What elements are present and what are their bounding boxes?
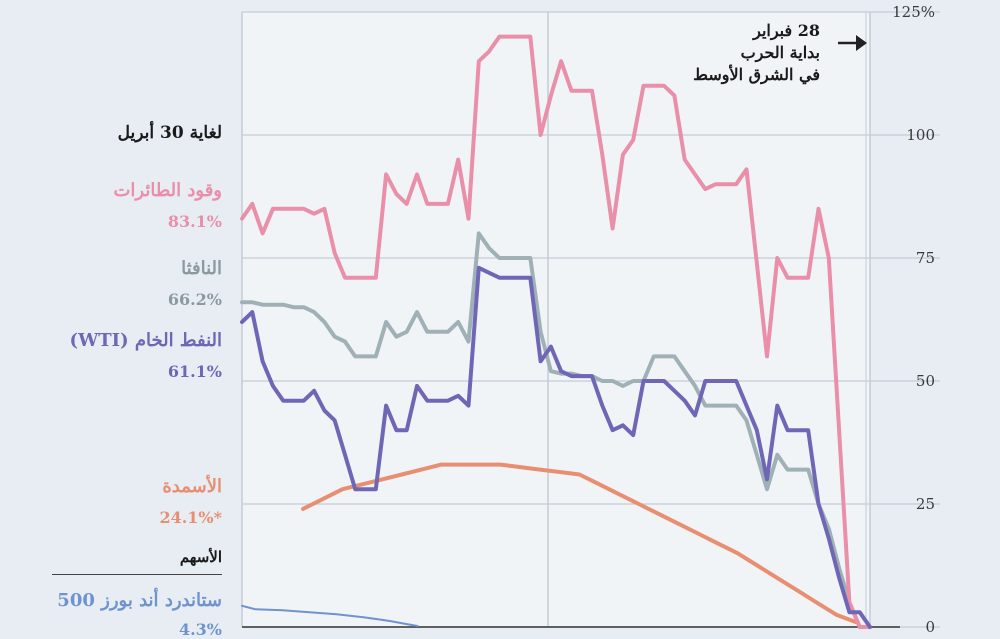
stocks-heading: الأسهم (179, 548, 222, 566)
as-of-label: لغاية 30 أبريل (117, 123, 222, 143)
y-tick-label: 0 (925, 618, 935, 635)
naphtha-line (240, 231, 872, 629)
y-tick-label: 125% (892, 3, 935, 21)
wti-crude-line (240, 265, 872, 629)
annotation-line-1: 28 فبراير (753, 21, 820, 40)
legend-fertilizer-value: 24.1%* (159, 508, 222, 527)
legend-naphtha-name: النافثا (181, 258, 222, 279)
legend-naphtha-value: 66.2% (167, 290, 222, 309)
y-tick-label: 75 (916, 249, 935, 267)
legend-jet-fuel-value: 83.1% (167, 212, 222, 231)
legend-sp500-name: ستاندرد أند بورز 500 (57, 590, 222, 611)
legend-sp500-value: 4.3% (178, 620, 222, 639)
jet-fuel-line (240, 34, 872, 629)
arrow-right-icon (838, 35, 867, 51)
annotation-line-2: بداية الحرب (740, 43, 820, 62)
y-tick-label: 25 (916, 495, 935, 513)
plot-area (242, 12, 870, 627)
y-tick-label: 50 (916, 372, 935, 390)
fertilizer-line (301, 462, 858, 625)
legend-jet-fuel-name: وقود الطائرات (113, 180, 222, 201)
legend-wti-name: النفط الخام (WTI) (69, 330, 222, 351)
legend-fertilizer-name: الأسمدة (162, 476, 222, 497)
legend-wti-value: 61.1% (167, 362, 222, 381)
y-tick-label: 100 (906, 126, 935, 144)
stocks-divider (52, 574, 222, 575)
sp500-line (241, 604, 419, 627)
war-start-annotation: 28 فبراير بداية الحرب في الشرق الأوسط (620, 20, 820, 86)
annotation-line-3: في الشرق الأوسط (693, 65, 820, 84)
